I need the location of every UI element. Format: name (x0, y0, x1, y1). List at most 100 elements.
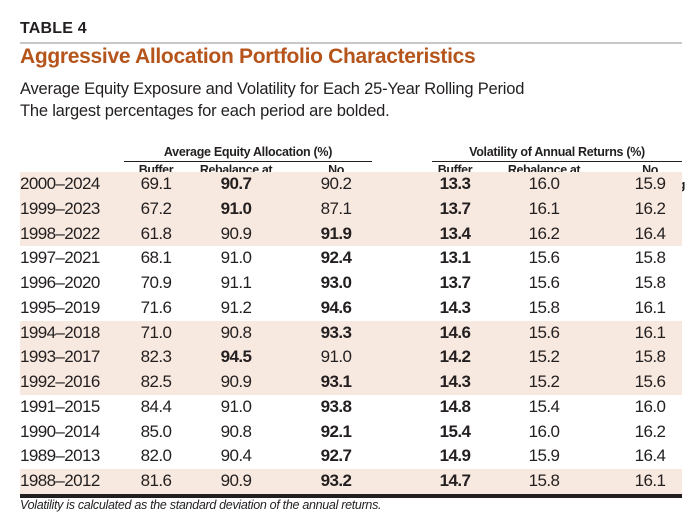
period-cell: 1997–2021 (20, 248, 100, 268)
value-cell: 70.9 (140, 273, 172, 292)
value-cell: 15.2 (528, 372, 560, 391)
value-cell: 15.8 (634, 248, 666, 268)
value-cell: 15.6 (528, 273, 560, 292)
value-cell: 91.0 (320, 347, 352, 367)
value-cell: 13.3 (439, 174, 471, 193)
subtitle-line: The largest percentages for each period … (20, 102, 390, 120)
subtitle-line: Average Equity Exposure and Volatility f… (20, 80, 525, 98)
value-cell: 90.4 (220, 446, 252, 466)
value-cell: 15.8 (634, 273, 666, 292)
period-cell: 1998–2022 (20, 223, 100, 243)
value-cell: 85.0 (140, 421, 172, 441)
table-bottom-rule (20, 494, 682, 498)
table-label: TABLE 4 (20, 20, 87, 37)
value-cell: 15.6 (528, 322, 560, 342)
value-cell: 94.5 (220, 347, 252, 367)
value-cell: 90.9 (220, 372, 252, 391)
period-cell: 1995–2019 (20, 297, 100, 317)
value-cell: 93.3 (320, 322, 352, 342)
value-cell: 15.6 (634, 372, 666, 391)
period-cell: 1989–2013 (20, 446, 100, 466)
period-cell: 1991–2015 (20, 396, 100, 416)
value-cell: 91.1 (220, 273, 252, 292)
value-cell: 16.0 (528, 421, 560, 441)
value-cell: 14.3 (439, 297, 471, 317)
value-cell: 16.1 (528, 198, 560, 218)
period-cell: 1992–2016 (20, 372, 100, 391)
value-cell: 16.4 (634, 223, 666, 243)
value-cell: 91.9 (320, 223, 352, 243)
table-row: 1994–2018 71.0 90.8 93.3 14.6 15.6 16.1 (20, 320, 682, 346)
value-cell: 16.0 (528, 174, 560, 193)
table-row: 1996–2020 70.9 91.1 93.0 13.7 15.6 15.8 (20, 271, 682, 296)
value-cell: 93.8 (320, 396, 352, 416)
table-row: 1995–2019 71.6 91.2 94.6 14.3 15.8 16.1 (20, 296, 682, 321)
table-row: 1989–2013 82.0 90.4 92.7 14.9 15.9 16.4 (20, 444, 682, 469)
value-cell: 84.4 (140, 396, 172, 416)
period-cell: 1990–2014 (20, 421, 100, 441)
table-row: 1988–2012 81.6 90.9 93.2 14.7 15.8 16.1 (20, 469, 682, 494)
value-cell: 13.1 (439, 248, 471, 268)
group-header-equity: Average Equity Allocation (%) (124, 145, 372, 162)
value-cell: 91.0 (220, 198, 252, 218)
table-row: 1992–2016 82.5 90.9 93.1 14.3 15.2 15.6 (20, 370, 682, 395)
value-cell: 16.1 (634, 471, 666, 490)
value-cell: 93.2 (320, 471, 352, 490)
value-cell: 15.8 (634, 347, 666, 367)
period-cell: 1993–2017 (20, 347, 100, 367)
value-cell: 16.2 (634, 421, 666, 441)
value-cell: 94.6 (320, 297, 352, 317)
table-row: 1997–2021 68.1 91.0 92.4 13.1 15.6 15.8 (20, 246, 682, 271)
value-cell: 82.0 (140, 446, 172, 466)
period-cell: 1988–2012 (20, 471, 100, 490)
value-cell: 61.8 (140, 223, 172, 243)
value-cell: 92.1 (320, 421, 352, 441)
value-cell: 67.2 (140, 198, 172, 218)
period-cell: 1994–2018 (20, 322, 100, 342)
value-cell: 90.2 (320, 174, 352, 193)
value-cell: 87.1 (320, 198, 352, 218)
group-header-volatility: Volatility of Annual Returns (%) (432, 145, 682, 162)
value-cell: 69.1 (140, 174, 172, 193)
value-cell: 82.3 (140, 347, 172, 367)
table-title: Aggressive Allocation Portfolio Characte… (20, 45, 476, 68)
value-cell: 93.1 (320, 372, 352, 391)
value-cell: 14.8 (439, 396, 471, 416)
value-cell: 16.4 (634, 446, 666, 466)
table-row: 1991–2015 84.4 91.0 93.8 14.8 15.4 16.0 (20, 395, 682, 420)
period-cell: 1999–2023 (20, 198, 100, 218)
value-cell: 16.1 (634, 297, 666, 317)
value-cell: 90.8 (220, 421, 252, 441)
table-row: 1993–2017 82.3 94.5 91.0 14.2 15.2 15.8 (20, 345, 682, 370)
value-cell: 15.6 (528, 248, 560, 268)
title-divider (20, 42, 682, 44)
value-cell: 16.1 (634, 322, 666, 342)
value-cell: 82.5 (140, 372, 172, 391)
value-cell: 15.9 (634, 174, 666, 193)
value-cell: 90.7 (220, 174, 252, 193)
value-cell: 14.2 (439, 347, 471, 367)
table-row: 1998–2022 61.8 90.9 91.9 13.4 16.2 16.4 (20, 221, 682, 247)
value-cell: 93.0 (320, 273, 352, 292)
value-cell: 71.6 (140, 297, 172, 317)
value-cell: 90.9 (220, 471, 252, 490)
value-cell: 90.8 (220, 322, 252, 342)
value-cell: 13.4 (439, 223, 471, 243)
value-cell: 91.0 (220, 248, 252, 268)
value-cell: 14.9 (439, 446, 471, 466)
value-cell: 16.0 (634, 396, 666, 416)
value-cell: 91.2 (220, 297, 252, 317)
value-cell: 13.7 (439, 273, 471, 292)
value-cell: 15.9 (528, 446, 560, 466)
value-cell: 91.0 (220, 396, 252, 416)
value-cell: 15.8 (528, 471, 560, 490)
table-body: 2000–2024 69.1 90.7 90.2 13.3 16.0 15.9 1999–20… (20, 172, 682, 494)
value-cell: 68.1 (140, 248, 172, 268)
period-cell: 1996–2020 (20, 273, 100, 292)
value-cell: 15.4 (439, 421, 471, 441)
period-cell: 2000–2024 (20, 174, 100, 193)
value-cell: 71.0 (140, 322, 172, 342)
value-cell: 16.2 (634, 198, 666, 218)
value-cell: 15.4 (528, 396, 560, 416)
value-cell: 14.6 (439, 322, 471, 342)
